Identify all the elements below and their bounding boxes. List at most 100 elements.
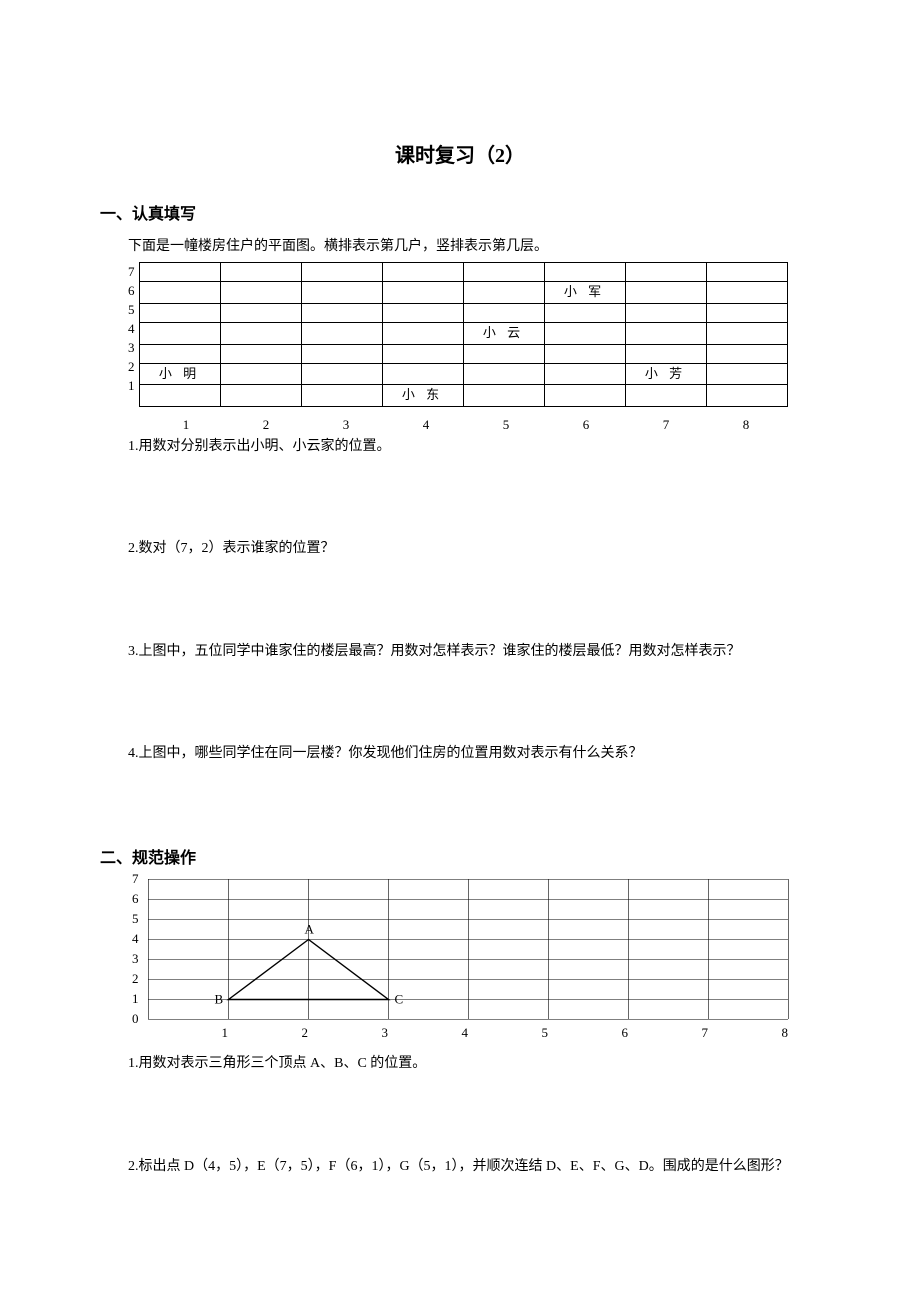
building-cell — [463, 385, 544, 407]
building-cell — [463, 281, 544, 303]
section1-heading: 一、认真填写 — [100, 202, 820, 228]
building-cell — [220, 363, 301, 385]
building-x-label: 6 — [546, 415, 626, 436]
building-cell: 小 军 — [544, 281, 625, 303]
building-cell — [220, 322, 301, 344]
building-table: 小 军小 云小 明 小 芳小 东 — [139, 262, 788, 407]
building-cell — [220, 262, 301, 281]
grid-x-label: 8 — [708, 1023, 788, 1044]
building-y-label: 1 — [128, 376, 135, 395]
building-x-label: 3 — [306, 415, 386, 436]
building-cell — [139, 262, 220, 281]
building-cell — [382, 363, 463, 385]
building-cell — [382, 322, 463, 344]
building-x-label: 5 — [466, 415, 546, 436]
grid-y-label: 1 — [132, 989, 139, 1009]
section1-q4: 4.上图中，哪些同学住在同一层楼？你发现他们住房的位置用数对表示有什么关系？ — [100, 743, 820, 765]
building-cell — [301, 262, 382, 281]
building-cell — [301, 344, 382, 363]
building-cell: 小 东 — [382, 385, 463, 407]
grid-x-label: 1 — [148, 1023, 228, 1044]
grid-y-label: 0 — [132, 1009, 139, 1029]
grid-y-labels: 76543210 — [132, 869, 139, 1029]
building-x-label: 4 — [386, 415, 466, 436]
building-y-label: 2 — [128, 357, 135, 376]
building-x-label: 8 — [706, 415, 786, 436]
building-cell — [706, 322, 787, 344]
building-cell — [706, 363, 787, 385]
building-cell — [382, 344, 463, 363]
grid-x-label: 5 — [468, 1023, 548, 1044]
section1-q3: 3.上图中，五位同学中谁家住的楼层最高？用数对怎样表示？谁家住的楼层最低？用数对… — [100, 641, 820, 663]
building-cell — [544, 363, 625, 385]
building-cell — [139, 322, 220, 344]
grid-y-label: 3 — [132, 949, 139, 969]
building-cell — [706, 344, 787, 363]
building-cell — [220, 344, 301, 363]
building-cell — [625, 303, 706, 322]
building-cell — [706, 303, 787, 322]
building-cell — [382, 262, 463, 281]
building-cell: 小 云 — [463, 322, 544, 344]
grid-x-label: 7 — [628, 1023, 708, 1044]
building-cell — [139, 385, 220, 407]
building-cell — [301, 363, 382, 385]
building-cell — [463, 262, 544, 281]
building-cell — [301, 281, 382, 303]
building-cell — [544, 344, 625, 363]
building-cell — [220, 281, 301, 303]
grid-y-label: 7 — [132, 869, 139, 889]
grid-y-label: 2 — [132, 969, 139, 989]
building-y-label: 7 — [128, 262, 135, 281]
building-cell — [544, 385, 625, 407]
grid-x-label: 2 — [228, 1023, 308, 1044]
triangle-vertex-label: A — [305, 922, 315, 937]
building-cell — [139, 281, 220, 303]
building-y-label: 5 — [128, 300, 135, 319]
building-cell: 小 明 — [139, 363, 220, 385]
triangle-vertex-label: B — [215, 992, 224, 1007]
building-cell — [463, 303, 544, 322]
building-cell — [220, 303, 301, 322]
building-cell — [706, 281, 787, 303]
building-cell — [625, 281, 706, 303]
building-x-label: 7 — [626, 415, 706, 436]
building-x-label: 2 — [226, 415, 306, 436]
coordinate-grid: 76543210ABC12345678 — [100, 879, 820, 1043]
building-cell — [463, 363, 544, 385]
building-cell: 小 芳 — [625, 363, 706, 385]
grid-x-label: 3 — [308, 1023, 388, 1044]
section2-heading: 二、规范操作 — [100, 846, 820, 872]
section1-q1: 1.用数对分别表示出小明、小云家的位置。 — [100, 436, 820, 458]
building-cell — [625, 262, 706, 281]
building-y-label: 6 — [128, 281, 135, 300]
building-cell — [625, 322, 706, 344]
building-cell — [706, 385, 787, 407]
building-cell — [625, 385, 706, 407]
building-cell — [625, 344, 706, 363]
building-cell — [463, 344, 544, 363]
building-cell — [382, 303, 463, 322]
grid-y-label: 4 — [132, 929, 139, 949]
section2-q1: 1.用数对表示三角形三个顶点 A、B、C 的位置。 — [100, 1053, 820, 1075]
building-y-label: 4 — [128, 319, 135, 338]
page-title: 课时复习（2） — [100, 140, 820, 172]
building-cell — [301, 385, 382, 407]
building-cell — [139, 344, 220, 363]
grid-y-label: 5 — [132, 909, 139, 929]
grid-x-label: 6 — [548, 1023, 628, 1044]
building-cell — [544, 303, 625, 322]
building-y-label: 3 — [128, 338, 135, 357]
building-y-labels: 7654321 — [128, 262, 139, 395]
building-cell — [544, 322, 625, 344]
grid-x-label: 4 — [388, 1023, 468, 1044]
building-cell — [706, 262, 787, 281]
building-figure: 7654321 小 军小 云小 明小 芳小 东 12345678 — [100, 262, 820, 436]
grid-svg: A B C — [148, 879, 789, 1020]
page: 课时复习（2） 一、认真填写 下面是一幢楼房住户的平面图。横排表示第几户，竖排表… — [0, 0, 920, 1278]
triangle-vertex-label: C — [395, 992, 404, 1007]
building-x-label: 1 — [146, 415, 226, 436]
building-cell — [301, 303, 382, 322]
grid-y-label: 6 — [132, 889, 139, 909]
building-cell — [220, 385, 301, 407]
